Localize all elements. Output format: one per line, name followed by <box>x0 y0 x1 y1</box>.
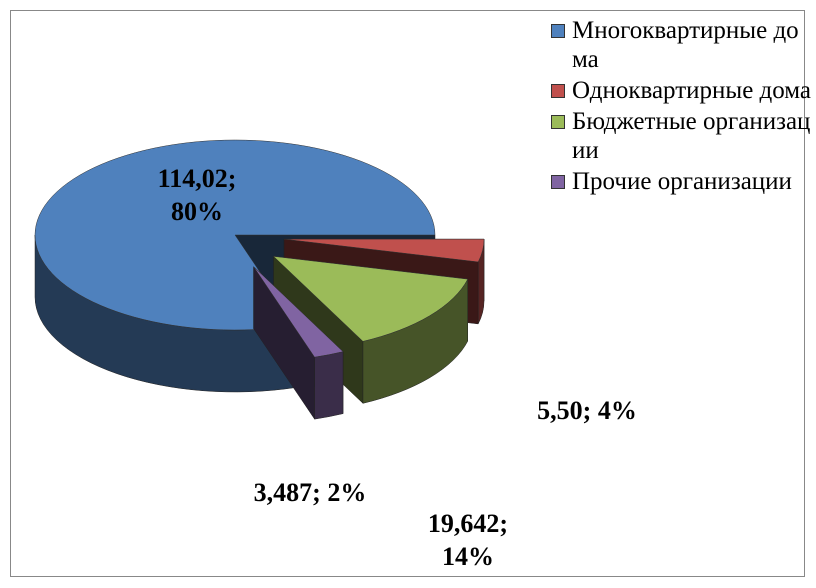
legend-label: Многоквартирные дома <box>572 17 799 73</box>
data-label: 114,02; 80% <box>157 164 237 226</box>
legend-swatch <box>551 175 565 189</box>
legend-swatch <box>551 24 565 38</box>
slice <box>253 265 344 420</box>
legend-item: Бюджетные организации <box>548 107 813 165</box>
legend-swatch <box>551 84 565 98</box>
legend-label: Одноквартирные дома <box>572 77 812 104</box>
slice-side <box>314 351 344 420</box>
legend: Многоквартирные дома Одноквартирные дома Б… <box>548 16 813 198</box>
slice-top <box>284 238 485 263</box>
legend-label: Бюджетные организации <box>572 108 811 164</box>
data-label: 3,487; 2% <box>253 478 367 507</box>
legend-item: Прочие организации <box>548 167 813 196</box>
legend-item: Многоквартирные дома <box>548 16 813 74</box>
data-label: 19,642; 14% <box>427 509 509 571</box>
slice-top <box>272 256 469 342</box>
data-label: 5,50; 4% <box>537 396 637 425</box>
legend-item: Одноквартирные дома <box>548 76 813 105</box>
legend-swatch <box>551 115 565 129</box>
legend-label: Прочие организации <box>572 168 792 195</box>
slice-top <box>34 139 436 331</box>
slice-top <box>253 266 344 358</box>
chart-border <box>10 10 805 577</box>
